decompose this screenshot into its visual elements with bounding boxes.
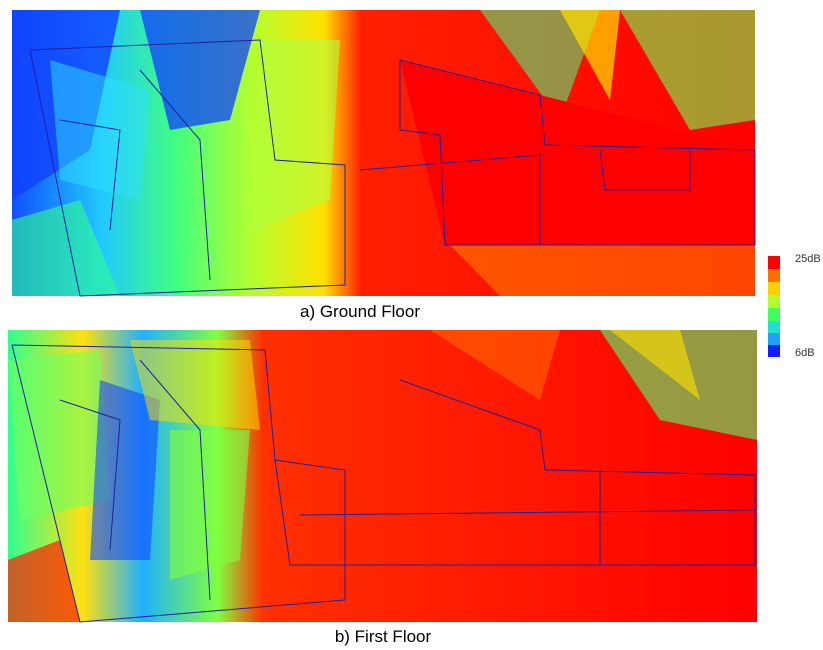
legend-min-label: 6dB (795, 347, 815, 359)
figure-canvas: a) Ground Floor b) First Floor 25dB 6dB (0, 0, 823, 650)
heatmap-first-floor (8, 330, 757, 622)
figure: a) Ground Floor b) First Floor 25dB 6dB (0, 0, 823, 650)
caption: b) First Floor (335, 627, 432, 646)
heatmap-ground-floor (12, 10, 755, 296)
caption: a) Ground Floor (300, 302, 420, 321)
color-legend: 25dB 6dB (768, 253, 821, 359)
legend-max-label: 25dB (795, 253, 821, 265)
